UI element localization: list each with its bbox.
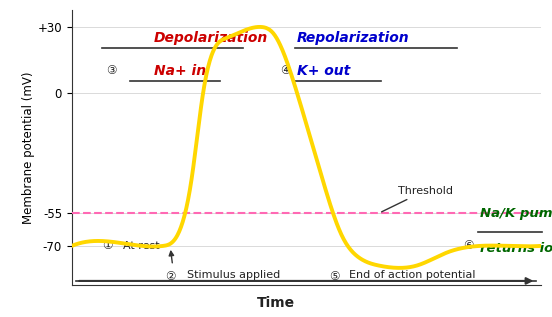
Text: Repolarization: Repolarization: [297, 30, 410, 44]
Text: Na+ in: Na+ in: [154, 64, 206, 78]
Text: At rest: At rest: [124, 241, 160, 251]
Text: returns ions: returns ions: [480, 242, 552, 255]
Text: ③: ③: [107, 64, 117, 77]
Text: Time: Time: [257, 296, 295, 310]
Text: Depolarization: Depolarization: [154, 30, 268, 44]
Text: ⑥: ⑥: [463, 239, 474, 252]
Text: K+ out: K+ out: [297, 64, 350, 78]
Text: Na/K pump: Na/K pump: [480, 207, 552, 220]
Text: Stimulus applied: Stimulus applied: [187, 270, 280, 280]
Text: ⑤: ⑤: [329, 270, 340, 283]
Text: ②: ②: [165, 270, 176, 283]
Text: Threshold: Threshold: [381, 185, 453, 212]
Text: End of action potential: End of action potential: [349, 270, 475, 280]
Text: ①: ①: [102, 239, 112, 252]
Text: ④: ④: [280, 64, 291, 77]
Y-axis label: Membrane potential (mV): Membrane potential (mV): [22, 71, 35, 224]
